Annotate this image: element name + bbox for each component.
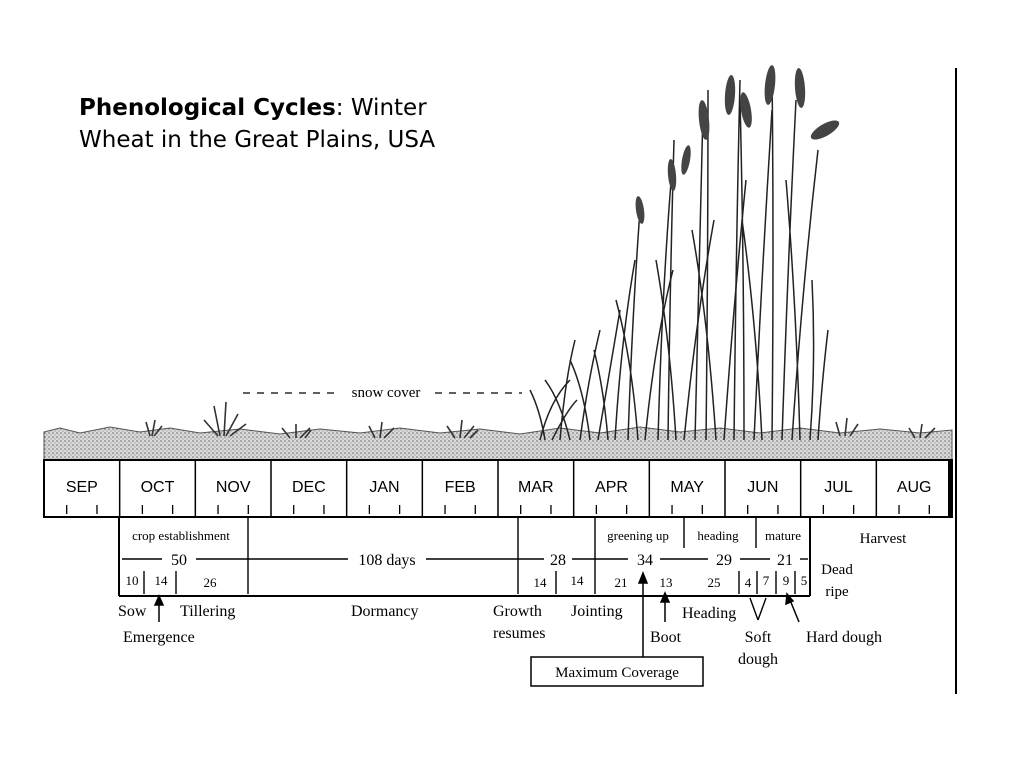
month-label-jun: JUN [747,479,778,496]
arrow-hard-dough [785,592,800,623]
label-greening-up: greening up [607,528,669,543]
right-border-line [955,68,957,694]
label-mature: mature [765,528,801,543]
stage-dormancy: Dormancy [351,603,419,620]
label-heading-phase: heading [697,528,739,543]
duration-21: 21 [777,552,793,569]
duration-50: 50 [171,552,187,569]
date-14-mar: 14 [534,575,548,590]
label-ripe: ripe [825,584,849,600]
stage-emergence: Emergence [123,629,195,646]
month-label-jul: JUL [824,479,853,496]
date-14-oct: 14 [155,573,169,588]
stage-soft: Soft [745,629,772,646]
arrow-maximum-coverage [637,570,649,658]
title-bold: Phenological Cycles [79,95,336,121]
soil-strip [43,426,953,461]
month-label-sep: SEP [66,479,98,496]
label-crop-establishment: crop establishment [132,528,230,543]
date-7: 7 [763,573,770,588]
date-26: 26 [204,575,218,590]
stage-heading: Heading [682,605,736,622]
month-label-oct: OCT [141,479,175,496]
date-5: 5 [801,573,808,588]
month-label-dec: DEC [292,479,326,496]
duration-108-days: 108 days [358,552,415,569]
date-21: 21 [615,575,628,590]
label-harvest: Harvest [860,531,907,547]
arrow-boot [659,591,671,622]
stage-boot: Boot [650,629,682,646]
month-label-jan: JAN [369,479,399,496]
stage-sow: Sow [118,603,147,620]
title-rest: : Winter [335,95,427,121]
maximum-coverage-box [530,656,704,687]
month-label-mar: MAR [518,479,554,496]
snow-cover-label: snow cover [352,385,421,401]
date-13: 13 [660,575,673,590]
stage-jointing: Jointing [571,603,623,620]
stage-growth: Growth [493,603,542,620]
seedlings [145,401,936,439]
duration-34: 34 [637,552,653,569]
month-label-aug: AUG [897,479,932,496]
stage-box [118,517,811,597]
arrow-emergence [153,594,165,622]
month-label-apr: APR [595,479,628,496]
date-14-mar-b: 14 [571,573,585,588]
date-9: 9 [783,573,790,588]
duration-29: 29 [716,552,732,569]
month-label-nov: NOV [216,479,251,496]
duration-28: 28 [550,552,566,569]
month-cells: SEP OCT NOV DEC JAN FEB MAR APR MAY JUN JUL AUG [66,460,932,517]
label-dead: Dead [821,562,853,578]
date-10: 10 [126,573,139,588]
month-label-feb: FEB [445,479,476,496]
wheat-plants [529,69,829,441]
stage-resumes: resumes [493,625,545,642]
stage-dividers [143,517,796,594]
title-line2: Wheat in the Great Plains, USA [79,127,436,153]
month-label-may: MAY [670,479,704,496]
arrow-soft-dough [749,597,767,621]
wheat-heads [635,65,840,224]
diagram-title: Phenological Cycles: Winter Wheat in the… [79,92,435,156]
date-4: 4 [745,575,752,590]
stage-tillering: Tillering [180,603,235,620]
date-25: 25 [708,575,721,590]
stage-hard-dough: Hard dough [806,629,882,646]
stage-dough: dough [738,651,778,668]
maximum-coverage-label: Maximum Coverage [555,665,679,681]
